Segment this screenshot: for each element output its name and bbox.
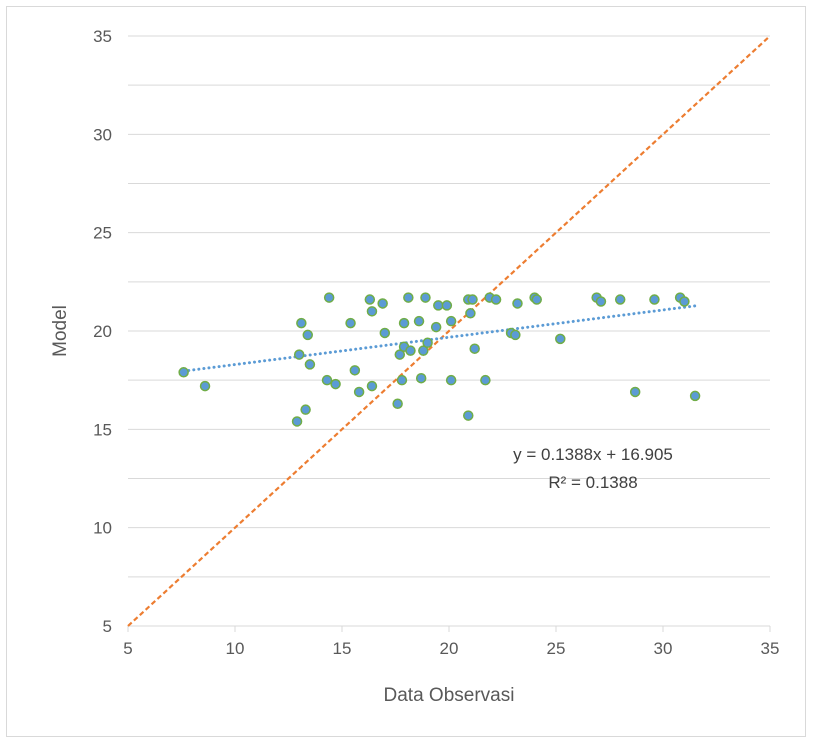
y-tick-label: 25 xyxy=(93,224,112,243)
x-tick-label: 25 xyxy=(547,639,566,658)
data-point xyxy=(445,374,457,386)
data-point xyxy=(366,306,378,317)
data-point xyxy=(490,294,502,305)
data-point xyxy=(595,296,607,307)
y-tick-label: 20 xyxy=(93,322,112,341)
data-point xyxy=(430,321,442,333)
data-point xyxy=(304,359,316,370)
data-points xyxy=(178,292,701,427)
data-point xyxy=(679,296,690,307)
data-point xyxy=(614,294,626,305)
data-point xyxy=(302,329,314,341)
data-point xyxy=(366,380,378,392)
data-point xyxy=(465,308,476,319)
identity-line-group xyxy=(127,35,771,627)
x-tick-label: 35 xyxy=(761,639,780,658)
data-point xyxy=(413,315,425,327)
data-point xyxy=(291,416,303,427)
data-point xyxy=(394,349,406,360)
data-point xyxy=(441,300,453,311)
data-point xyxy=(199,380,211,392)
y-tick-label: 35 xyxy=(93,27,112,46)
y-axis-title: Model xyxy=(50,305,71,357)
data-point xyxy=(392,398,403,410)
x-tick-label: 10 xyxy=(226,639,245,658)
identity-line xyxy=(127,35,771,627)
data-point xyxy=(296,317,307,329)
trendline-equation: y = 0.1388x + 16.905 xyxy=(513,445,673,464)
x-tick-label: 20 xyxy=(440,639,459,658)
data-point xyxy=(323,292,335,303)
data-point xyxy=(689,390,701,402)
x-tick-label: 5 xyxy=(123,639,132,658)
data-point xyxy=(353,386,365,398)
data-point xyxy=(420,292,431,303)
data-point xyxy=(364,294,376,305)
data-point xyxy=(649,294,660,305)
data-point xyxy=(178,367,189,378)
data-point xyxy=(467,294,478,305)
data-point xyxy=(379,327,391,339)
tick-labels: 5 10 15 20 25 30 35 5 10 15 20 25 30 35 xyxy=(93,27,779,658)
data-point xyxy=(463,410,474,421)
data-point xyxy=(480,374,491,386)
data-point xyxy=(293,349,305,360)
data-point xyxy=(531,294,542,305)
data-point xyxy=(512,298,523,309)
data-point xyxy=(321,374,333,386)
data-point xyxy=(445,315,457,327)
trendline xyxy=(182,304,697,373)
r-squared-label: R² = 0.1388 xyxy=(548,473,637,492)
y-tick-label: 10 xyxy=(93,519,112,538)
data-point xyxy=(403,292,414,303)
y-tick-label: 5 xyxy=(103,617,112,636)
data-point xyxy=(345,317,356,329)
data-point xyxy=(422,337,433,349)
y-tick-label: 30 xyxy=(93,125,112,144)
data-point xyxy=(396,374,408,386)
x-tick-label: 30 xyxy=(654,639,673,658)
x-axis-title: Data Observasi xyxy=(384,685,515,706)
trendline-group xyxy=(182,304,697,373)
data-point xyxy=(405,345,416,356)
data-point xyxy=(398,317,410,329)
data-point xyxy=(330,378,341,390)
data-point xyxy=(300,404,311,415)
data-point xyxy=(629,386,641,398)
x-tick-label: 15 xyxy=(333,639,352,658)
data-point xyxy=(555,333,566,345)
data-point xyxy=(510,329,521,341)
data-point xyxy=(469,343,480,354)
y-tick-label: 15 xyxy=(93,420,112,439)
data-point xyxy=(433,300,444,311)
data-point xyxy=(377,298,388,309)
data-point xyxy=(349,365,361,376)
data-point xyxy=(415,372,427,384)
data-point xyxy=(418,345,429,356)
